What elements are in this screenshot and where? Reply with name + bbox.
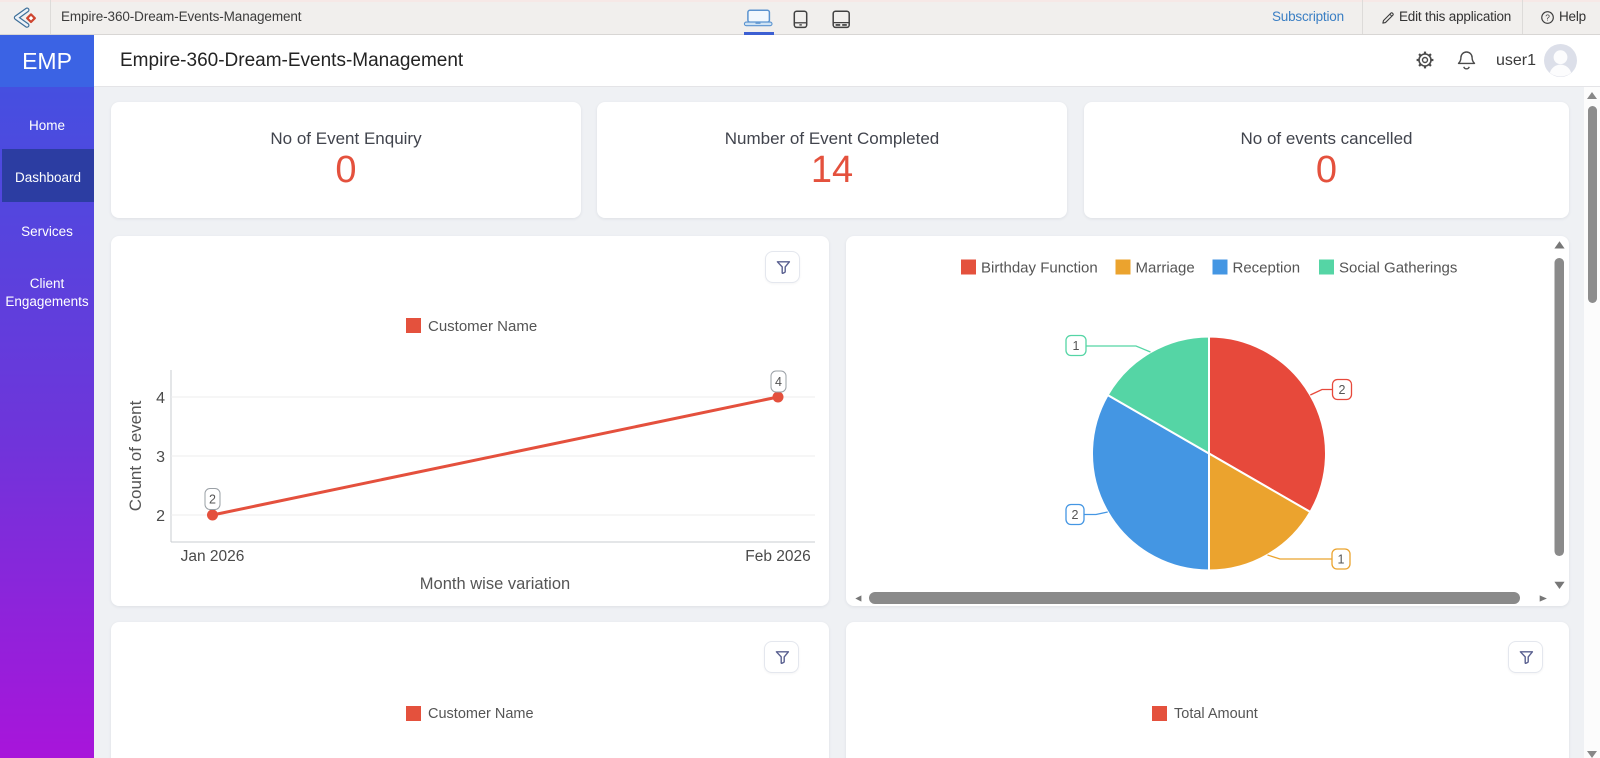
- svg-text:Month wise variation: Month wise variation: [420, 575, 570, 593]
- svg-text:Birthday Function: Birthday Function: [981, 260, 1098, 277]
- svg-text:Social Gatherings: Social Gatherings: [1339, 260, 1457, 277]
- svg-text:1: 1: [1073, 339, 1080, 353]
- svg-text:2: 2: [1072, 508, 1079, 522]
- svg-text:3: 3: [156, 449, 165, 466]
- svg-text:Feb 2026: Feb 2026: [745, 548, 811, 565]
- svg-text:Jan 2026: Jan 2026: [181, 548, 245, 565]
- svg-text:?: ?: [1545, 13, 1550, 23]
- svg-text:1: 1: [1338, 553, 1345, 567]
- svg-text:4: 4: [775, 375, 782, 389]
- svg-text:2: 2: [209, 493, 216, 507]
- svg-text:2: 2: [1339, 383, 1346, 397]
- svg-text:2: 2: [156, 508, 165, 525]
- svg-text:Count of event: Count of event: [126, 400, 145, 511]
- svg-text:Marriage: Marriage: [1136, 260, 1195, 277]
- svg-text:Customer Name: Customer Name: [428, 318, 537, 335]
- svg-text:4: 4: [156, 390, 165, 407]
- svg-text:Reception: Reception: [1233, 260, 1301, 277]
